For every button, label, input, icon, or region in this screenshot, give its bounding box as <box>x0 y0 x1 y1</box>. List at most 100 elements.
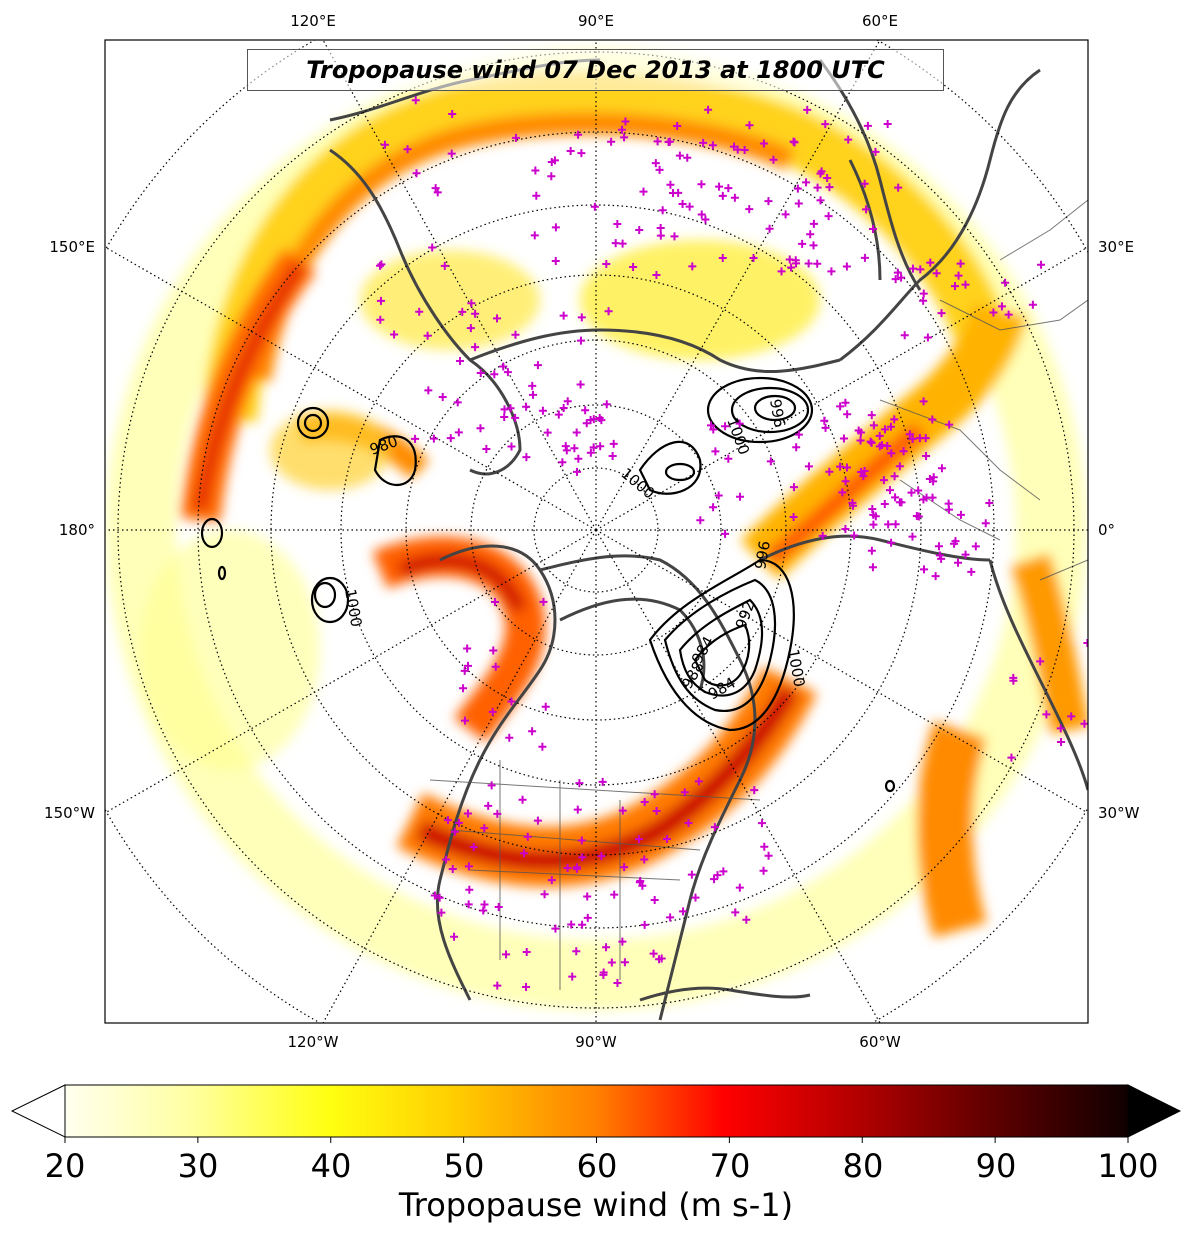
station-marker <box>869 520 878 529</box>
station-marker <box>491 662 500 671</box>
station-marker <box>572 863 581 872</box>
station-marker <box>429 434 438 443</box>
station-marker <box>581 406 590 415</box>
station-marker <box>656 231 665 240</box>
station-marker <box>825 183 834 192</box>
station-marker <box>759 866 768 875</box>
station-marker <box>967 567 976 576</box>
station-marker <box>480 824 489 833</box>
station-marker <box>787 263 796 272</box>
station-marker <box>836 402 845 411</box>
station-marker <box>919 495 928 504</box>
station-marker <box>528 381 537 390</box>
station-marker <box>871 147 880 156</box>
station-marker <box>543 428 552 437</box>
station-marker <box>899 447 908 456</box>
station-marker <box>507 442 516 451</box>
station-marker <box>699 138 708 147</box>
station-marker <box>415 307 424 316</box>
station-marker <box>804 462 813 471</box>
station-marker <box>908 532 917 541</box>
station-marker <box>467 299 476 308</box>
station-marker <box>572 428 581 437</box>
colorbar-label: Tropopause wind (m s-1) <box>398 1186 794 1224</box>
station-marker <box>440 261 449 270</box>
station-marker <box>854 426 863 435</box>
station-marker <box>577 313 586 322</box>
station-marker <box>721 529 730 538</box>
station-marker <box>620 133 629 142</box>
station-marker <box>532 191 541 200</box>
station-marker <box>582 419 591 428</box>
station-marker <box>538 406 547 415</box>
station-marker <box>482 445 491 454</box>
station-marker <box>730 142 739 151</box>
colorbar-tick-label: 100 <box>1097 1147 1159 1185</box>
station-marker <box>879 476 888 485</box>
station-marker <box>1057 737 1066 746</box>
station-marker <box>618 239 627 248</box>
colorbar-gradient <box>65 1085 1128 1137</box>
station-marker <box>809 241 818 250</box>
station-marker <box>764 851 773 860</box>
station-marker <box>792 443 801 452</box>
station-marker <box>460 666 469 675</box>
lon-label-right: 30°E <box>1098 238 1135 256</box>
station-marker <box>704 105 713 114</box>
station-marker <box>789 137 798 146</box>
lon-label-right: 30°W <box>1098 804 1140 822</box>
station-marker <box>921 434 930 443</box>
station-marker <box>880 500 889 509</box>
station-marker <box>844 135 853 144</box>
station-marker <box>522 983 531 992</box>
station-marker <box>523 832 532 841</box>
station-marker <box>476 369 485 378</box>
station-marker <box>448 864 457 873</box>
station-marker <box>464 900 473 909</box>
station-marker <box>937 464 946 473</box>
station-marker <box>456 357 465 366</box>
station-marker <box>589 443 598 452</box>
station-marker <box>650 790 659 799</box>
station-marker <box>880 425 889 434</box>
station-marker <box>785 255 794 264</box>
station-marker <box>561 442 570 451</box>
station-marker <box>895 462 904 471</box>
station-marker <box>533 361 542 370</box>
lon-label-left: 180° <box>58 521 95 539</box>
station-marker <box>653 137 662 146</box>
station-marker <box>640 920 649 929</box>
station-marker <box>566 147 575 156</box>
station-marker <box>696 516 705 525</box>
station-marker <box>709 425 718 434</box>
station-marker <box>538 742 547 751</box>
station-marker <box>804 259 813 268</box>
station-marker <box>471 343 480 352</box>
station-marker <box>719 867 728 876</box>
station-marker <box>905 430 914 439</box>
station-marker <box>541 702 550 711</box>
station-marker <box>836 462 845 471</box>
lon-label-top: 60°E <box>861 12 899 30</box>
station-marker <box>710 823 719 832</box>
station-marker <box>458 307 467 316</box>
station-marker <box>887 538 896 547</box>
lon-label-bottom: 90°W <box>575 1033 617 1051</box>
station-marker <box>769 155 778 164</box>
station-marker <box>589 415 598 424</box>
station-marker <box>821 120 830 129</box>
station-marker <box>687 870 696 879</box>
station-marker <box>997 302 1006 311</box>
station-marker <box>613 220 622 229</box>
station-marker <box>798 239 807 248</box>
station-marker <box>574 130 583 139</box>
station-marker <box>868 504 877 513</box>
station-marker <box>869 421 878 430</box>
station-marker <box>919 397 928 406</box>
station-marker <box>859 472 868 481</box>
station-marker <box>431 184 440 193</box>
station-marker <box>469 842 478 851</box>
station-marker <box>651 159 660 168</box>
station-marker <box>376 261 385 270</box>
station-marker <box>749 253 758 262</box>
